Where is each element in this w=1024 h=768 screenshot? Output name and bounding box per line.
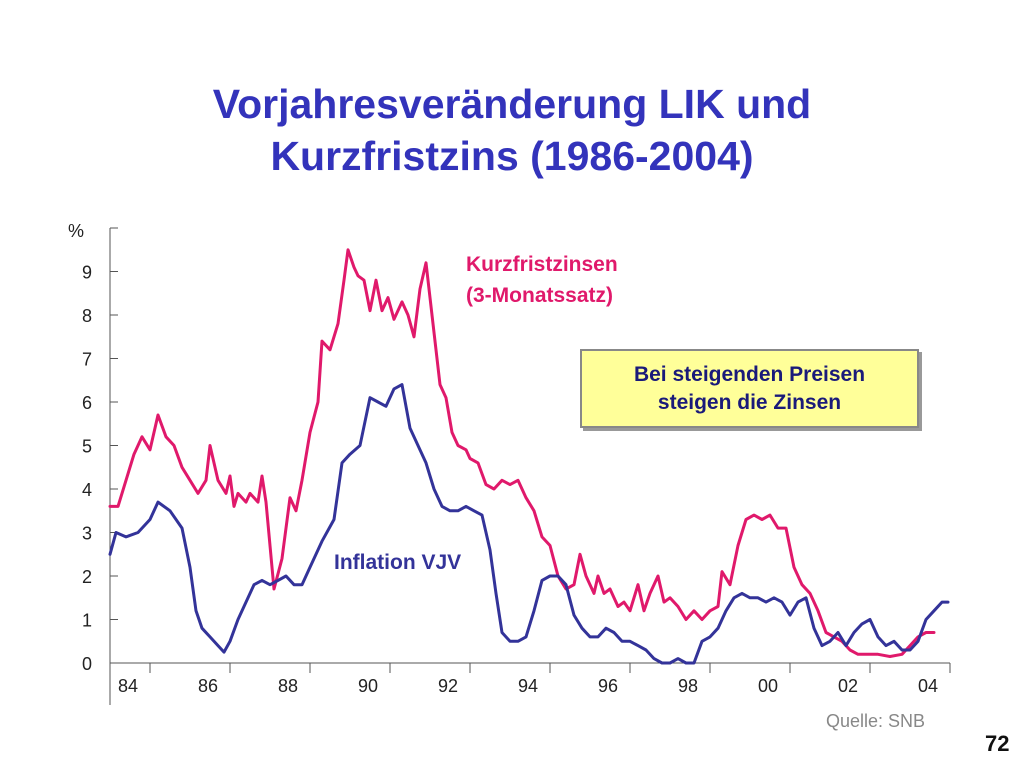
- x-tick-label: 90: [358, 676, 378, 696]
- callout-line-1: Bei steigenden Preisen: [633, 362, 866, 386]
- x-tick-label: 96: [598, 676, 618, 696]
- callout-box: Bei steigenden Preisen steigen die Zinse…: [580, 349, 919, 428]
- callout-line-2: steigen die Zinsen: [657, 390, 842, 414]
- x-tick-label: 00: [758, 676, 778, 696]
- chart-axes: 0 1 2 3 4 5 6 7 8 9 84 86 88 90 92 94 96 98 00 02 04: [82, 227, 951, 705]
- series-line-kurzfristzinsen: [108, 248, 936, 658]
- y-tick-label: 9: [82, 263, 92, 283]
- y-tick-label: 8: [82, 306, 92, 326]
- y-tick-label: 4: [82, 480, 92, 500]
- chart-series: [108, 248, 950, 665]
- x-tick-label: 98: [678, 676, 698, 696]
- x-tick-label: 92: [438, 676, 458, 696]
- x-tick-label: 84: [118, 676, 138, 696]
- chart-title: Vorjahresveränderung LIK und Kurzfristzi…: [0, 78, 1024, 182]
- series-label-kurzfristzinsen-sub: (3-Monatssatz): [466, 284, 613, 307]
- y-tick-label: 1: [82, 611, 92, 631]
- x-tick-label: 02: [838, 676, 858, 696]
- series-line-inflation: [108, 383, 950, 665]
- x-tick-label: 94: [518, 676, 538, 696]
- x-tick-label: 86: [198, 676, 218, 696]
- y-tick-label: 6: [82, 393, 92, 413]
- y-tick-label: 7: [82, 350, 92, 370]
- series-label-inflation: Inflation VJV: [334, 551, 461, 574]
- source-note: Quelle: SNB: [826, 711, 926, 731]
- y-tick-label: 2: [82, 567, 92, 587]
- y-tick-label: 5: [82, 437, 92, 457]
- y-tick-label: 0: [82, 654, 92, 674]
- y-tick-label: 3: [82, 524, 92, 544]
- title-line-2: Kurzfristzins (1986-2004): [270, 133, 754, 179]
- y-axis-unit: %: [68, 221, 84, 241]
- x-tick-label: 04: [918, 676, 938, 696]
- title-line-1: Vorjahresveränderung LIK und: [212, 81, 812, 127]
- page-number: 72: [985, 731, 1010, 756]
- series-label-kurzfristzinsen: Kurzfristzinsen: [466, 253, 618, 276]
- x-tick-label: 88: [278, 676, 298, 696]
